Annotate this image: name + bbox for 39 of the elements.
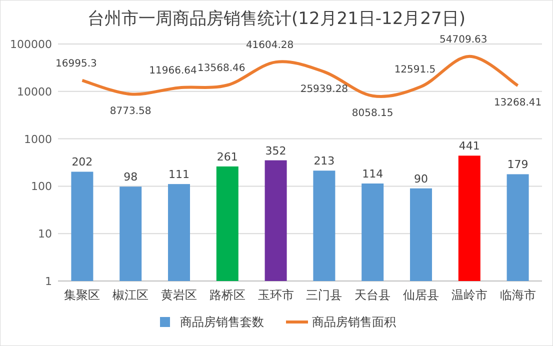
data-label: 213 <box>314 154 335 168</box>
data-label: 202 <box>72 156 93 169</box>
y-tick-label: 10 <box>38 228 52 241</box>
x-tick-label: 椒江区 <box>112 288 149 302</box>
x-tick-label: 黄岩区 <box>161 288 197 302</box>
x-tick-label: 三门县 <box>306 288 342 302</box>
data-label: 11966.64 <box>149 66 197 77</box>
data-label: 179 <box>507 158 528 172</box>
y-tick-label: 1 <box>45 275 52 288</box>
x-tick-label: 温岭市 <box>451 288 488 302</box>
y-tick-label: 10000 <box>17 85 52 98</box>
data-label: 13268.41 <box>494 98 542 109</box>
x-tick-label: 玉环市 <box>258 288 294 302</box>
data-label: 54709.63 <box>440 34 488 46</box>
data-label: 90 <box>414 172 428 186</box>
legend-label: 商品房销售面积 <box>312 315 396 329</box>
data-label: 352 <box>265 144 286 158</box>
data-label: 8058.15 <box>352 108 394 119</box>
data-label: 8773.58 <box>110 106 152 118</box>
data-label: 13568.46 <box>198 63 246 74</box>
y-tick-label: 100 <box>31 180 52 194</box>
x-tick-label: 仙居县 <box>403 288 439 302</box>
data-label: 98 <box>124 170 138 184</box>
data-label: 111 <box>168 168 190 182</box>
data-label: 441 <box>458 140 480 153</box>
x-tick-label: 天台县 <box>354 288 391 302</box>
x-tick-label: 集聚区 <box>64 288 100 302</box>
legend-label: 商品房销售套数 <box>180 315 264 329</box>
x-tick-label: 路桥区 <box>209 288 246 302</box>
data-label: 261 <box>216 150 238 164</box>
x-tick-label: 临海市 <box>500 288 536 302</box>
data-label: 25939.28 <box>300 84 348 95</box>
data-label: 12591.5 <box>394 64 436 76</box>
data-label: 41604.28 <box>246 40 294 52</box>
chart-title: 台州市一周商品房销售统计(12月21日-12月27日) <box>88 9 466 29</box>
data-label: 16995.3 <box>56 58 97 70</box>
y-tick-label: 1000 <box>24 132 52 146</box>
y-tick-label: 100000 <box>10 38 52 51</box>
data-label: 114 <box>362 168 384 181</box>
